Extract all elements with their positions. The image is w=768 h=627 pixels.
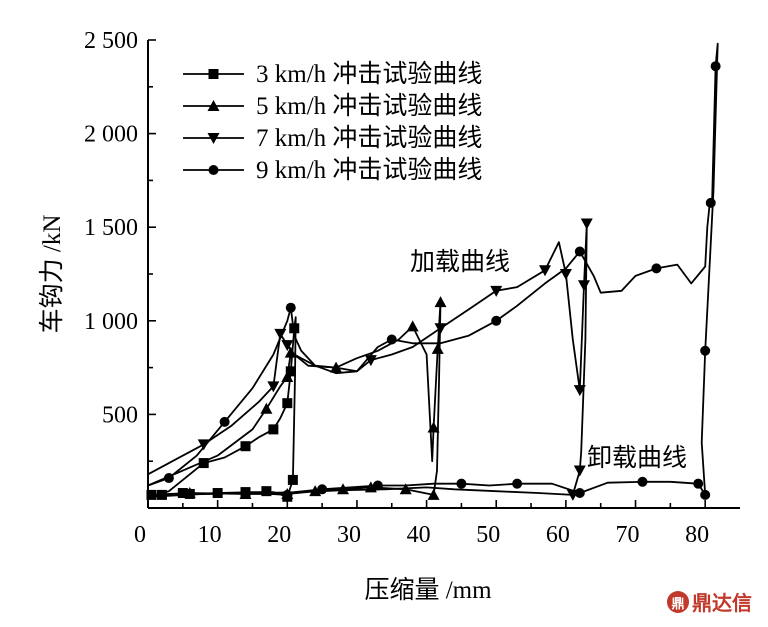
data-point	[337, 483, 350, 495]
data-point	[693, 478, 704, 489]
y-tick-label: 1 000	[84, 309, 138, 335]
series-line-3	[147, 222, 588, 496]
svg-text:鼎: 鼎	[671, 597, 684, 612]
data-point	[431, 342, 444, 354]
data-point	[260, 402, 273, 414]
x-tick-label: 70	[616, 522, 640, 548]
x-tick-label: 40	[407, 522, 431, 548]
data-point	[637, 476, 648, 487]
data-point	[267, 381, 280, 393]
legend-label: 5 km/h 冲击试验曲线	[256, 92, 482, 120]
x-tick-label: 30	[337, 522, 361, 548]
axes-layer: 0 10 20 30 40 50 60 70 80 500 1 000 1 500 2 000 2 500	[84, 28, 740, 548]
legend: 3 km/h 冲击试验曲线 5 km/h 冲击试验曲线 7 km/h 冲击试验曲线 9…	[183, 60, 482, 184]
legend-label: 7 km/h 冲击试验曲线	[256, 124, 482, 152]
data-point	[651, 263, 662, 274]
legend-marker	[207, 100, 220, 111]
watermark-logo: 鼎 鼎达信	[667, 591, 752, 615]
legend-marker	[208, 69, 219, 79]
data-point	[705, 197, 716, 208]
series-4	[147, 42, 721, 500]
legend-marker	[208, 165, 219, 175]
data-point	[434, 323, 447, 335]
y-tick-label: 500	[102, 402, 138, 428]
data-point	[282, 489, 293, 500]
watermark-text: 鼎达信	[692, 591, 752, 615]
data-point	[490, 285, 503, 297]
legend-label: 3 km/h 冲击试验曲线	[256, 60, 482, 88]
data-point	[427, 488, 440, 500]
x-tick-label: 60	[546, 522, 570, 548]
legend-item-4: 9 km/h 冲击试验曲线	[183, 156, 482, 184]
legend-item-1: 3 km/h 冲击试验曲线	[183, 60, 482, 88]
data-point	[700, 345, 711, 356]
legend-label: 9 km/h 冲击试验曲线	[256, 156, 482, 184]
y-tick-label: 2 000	[84, 122, 138, 148]
y-axis-title: 车钩力 /kN	[38, 215, 66, 334]
data-point	[219, 416, 230, 427]
data-point	[240, 441, 251, 452]
x-tick-label: 10	[198, 522, 222, 548]
data-point	[406, 320, 419, 332]
data-point	[287, 474, 298, 485]
data-point	[427, 421, 440, 433]
annotation-unloading-curve: 卸载曲线	[587, 444, 687, 472]
data-point	[573, 385, 586, 397]
data-point	[700, 489, 711, 500]
x-tick-label: 80	[685, 522, 709, 548]
series-3	[147, 218, 593, 501]
data-point	[261, 486, 272, 497]
series-layer	[146, 42, 721, 502]
data-point	[372, 480, 383, 491]
legend-item-2: 5 km/h 冲击试验曲线	[183, 92, 482, 120]
data-point	[285, 302, 296, 313]
legend-item-3: 7 km/h 冲击试验曲线	[183, 124, 482, 152]
data-point	[317, 484, 328, 495]
annotation-loading-curve: 加载曲线	[410, 248, 510, 276]
data-point	[512, 478, 523, 489]
data-point	[197, 439, 210, 451]
data-point	[386, 334, 397, 345]
data-point	[574, 246, 585, 257]
data-point	[268, 424, 279, 435]
series-line-1	[147, 316, 297, 498]
data-point	[285, 366, 296, 377]
data-point	[282, 398, 293, 409]
data-point	[198, 458, 209, 469]
data-point	[538, 265, 551, 277]
data-point	[580, 218, 593, 230]
data-point	[574, 488, 585, 499]
data-point	[281, 370, 294, 382]
y-tick-label: 1 500	[84, 215, 138, 241]
data-point	[163, 473, 174, 484]
data-point	[281, 340, 294, 352]
x-tick-label: 50	[476, 522, 500, 548]
y-tick-label: 2 500	[84, 28, 138, 54]
x-tick-label: 0	[134, 522, 146, 548]
x-tick-label: 20	[267, 522, 291, 548]
data-point	[434, 296, 447, 308]
data-point	[577, 280, 590, 292]
data-point	[456, 478, 467, 489]
data-point	[559, 269, 572, 280]
data-point	[573, 465, 586, 477]
data-point	[491, 315, 502, 326]
legend-marker	[207, 133, 220, 144]
data-point	[710, 61, 721, 72]
x-axis-title: 压缩量 /mm	[364, 576, 492, 604]
